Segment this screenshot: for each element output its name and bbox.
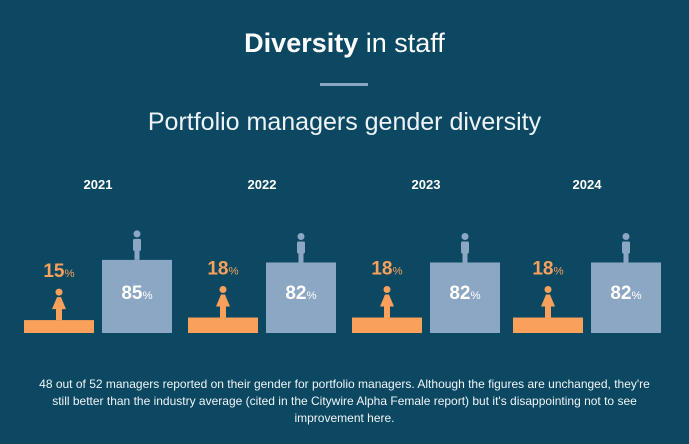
- female-icon: [219, 286, 227, 294]
- male-icon: [297, 241, 305, 254]
- male-icon: [297, 232, 305, 240]
- divider: [320, 83, 368, 86]
- male-icon: [461, 232, 469, 240]
- male-icon: [461, 241, 469, 254]
- male-icon: [622, 241, 630, 254]
- female-bar: [352, 317, 422, 333]
- female-percent: 18%: [532, 259, 563, 280]
- page-title: Diversity in staff: [0, 28, 689, 59]
- title-bold: Diversity: [244, 28, 359, 58]
- female-bar: [188, 317, 258, 333]
- year-label: 2024: [573, 177, 603, 192]
- male-icon: [133, 230, 141, 238]
- male-icon: [133, 238, 141, 251]
- year-label: 2023: [412, 177, 441, 192]
- female-icon: [52, 297, 66, 321]
- chart-subtitle: Portfolio managers gender diversity: [147, 108, 542, 136]
- female-icon: [216, 294, 230, 318]
- male-icon: [462, 252, 468, 263]
- year-label: 2022: [248, 177, 277, 192]
- title-rest: in staff: [358, 28, 445, 58]
- male-bar: [591, 262, 661, 333]
- male-icon: [623, 252, 629, 263]
- female-bar: [24, 320, 94, 333]
- female-bar: [513, 317, 583, 333]
- year-label: 2021: [84, 177, 113, 192]
- male-bar: [102, 259, 172, 333]
- male-icon: [298, 252, 304, 263]
- female-icon: [380, 294, 394, 318]
- female-percent: 18%: [207, 259, 238, 280]
- male-icon: [622, 232, 630, 240]
- female-percent: 18%: [371, 259, 402, 280]
- female-icon: [55, 288, 63, 296]
- female-icon: [544, 286, 552, 294]
- female-icon: [383, 286, 391, 294]
- male-icon: [134, 249, 140, 260]
- female-icon: [541, 294, 555, 318]
- male-bar: [430, 262, 500, 333]
- male-bar: [266, 262, 336, 333]
- footnote: 48 out of 52 managers reported on their …: [39, 377, 650, 425]
- female-percent: 15%: [43, 261, 74, 282]
